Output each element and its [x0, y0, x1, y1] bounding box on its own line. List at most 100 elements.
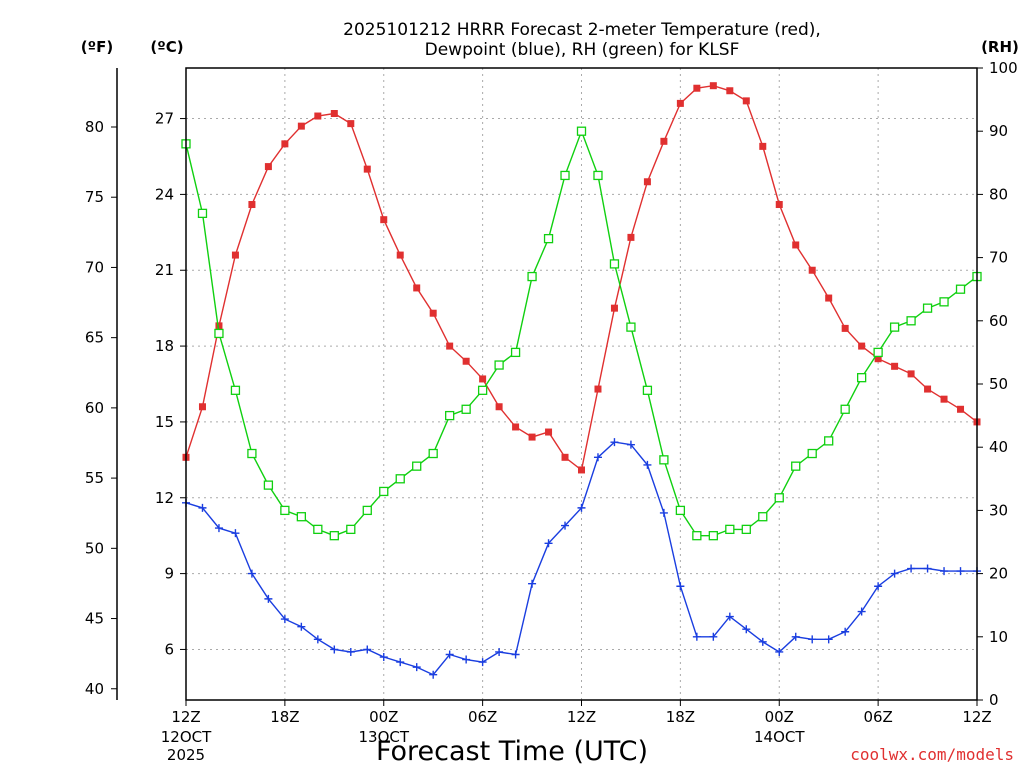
rh-point-13: [395, 474, 405, 484]
temperature-point-14: [413, 284, 421, 292]
rh-point-2: [214, 328, 224, 339]
fahrenheit-tick-label-4: 60: [85, 399, 104, 417]
dewpoint-point-13: [396, 658, 405, 667]
rh-point-11: [362, 505, 372, 516]
temperature-point-30: [676, 99, 684, 107]
dewpoint-point-29: [659, 508, 668, 517]
dewpoint-point-35: [758, 637, 767, 646]
x-tick-label-2: 00Z: [369, 708, 398, 726]
rh-point-16: [445, 410, 455, 421]
dewpoint-point-40: [841, 627, 850, 636]
rh-point-32: [708, 531, 718, 541]
temperature-point-4: [248, 201, 256, 209]
chart-title-line2: Dewpoint (blue), RH (green) for KLSF: [425, 40, 740, 60]
rh-tick-label-3: 30: [989, 501, 1008, 519]
dewpoint-point-22: [544, 539, 553, 548]
rh-tick-label-4: 40: [989, 438, 1008, 456]
rh-point-38: [807, 448, 817, 459]
dewpoint-point-19: [495, 647, 504, 656]
rh-point-43: [889, 322, 900, 332]
temperature-point-46: [940, 395, 948, 403]
x-tick-label-6: 00Z: [765, 708, 794, 726]
dewpoint-point-36: [775, 647, 784, 656]
temperature-point-44: [907, 370, 915, 378]
rh-point-12: [379, 486, 389, 497]
rh-point-31: [692, 531, 702, 541]
rh-point-14: [412, 461, 422, 471]
rh-point-29: [659, 455, 669, 465]
fahrenheit-tick-label-1: 45: [85, 610, 104, 628]
rh-point-8: [313, 524, 323, 535]
temperature-point-20: [512, 423, 520, 431]
rh-unit-label: (RH): [981, 38, 1019, 56]
celsius-tick-label-5: 21: [155, 261, 174, 279]
dewpoint-point-23: [561, 521, 570, 530]
celsius-unit-label: (ºC): [150, 38, 183, 56]
temperature-point-47: [957, 405, 965, 413]
rh-tick-label-9: 90: [989, 122, 1008, 140]
dewpoint-point-17: [462, 655, 471, 664]
temperature-point-37: [792, 241, 800, 249]
dewpoint-point-47: [956, 567, 965, 576]
dewpoint-point-21: [528, 579, 537, 588]
temperature-point-29: [660, 137, 668, 145]
dewpoint-point-38: [808, 635, 817, 644]
rh-point-34: [741, 524, 751, 535]
fahrenheit-unit-label: (ºF): [81, 38, 113, 56]
rh-point-42: [873, 347, 883, 358]
fahrenheit-tick-label-7: 75: [85, 188, 104, 206]
rh-point-28: [642, 385, 653, 395]
x-year-label-0: 2025: [167, 746, 205, 764]
dewpoint-point-41: [857, 607, 866, 616]
rh-point-17: [461, 404, 471, 414]
rh-tick-label-6: 60: [989, 312, 1008, 330]
temperature-point-16: [446, 342, 454, 350]
celsius-tick-label-6: 24: [155, 185, 174, 203]
dewpoint-point-6: [280, 615, 289, 624]
chart-title-line1: 2025101212 HRRR Forecast 2-meter Tempera…: [343, 20, 821, 40]
dewpoint-point-4: [247, 569, 256, 578]
celsius-tick-label-1: 9: [164, 565, 174, 583]
temperature-point-21: [528, 433, 536, 441]
x-tick-label-5: 18Z: [666, 708, 695, 726]
temperature-point-42: [874, 355, 882, 363]
fahrenheit-tick-label-2: 50: [85, 539, 104, 557]
rh-point-36: [774, 493, 784, 503]
temperature-point-33: [726, 87, 734, 95]
temperature-point-8: [314, 112, 322, 120]
dewpoint-point-42: [874, 582, 883, 591]
dewpoint-point-8: [313, 635, 322, 644]
dewpoint-point-43: [890, 569, 899, 578]
rh-point-9: [329, 531, 339, 541]
temperature-point-2: [215, 322, 223, 330]
rh-tick-label-8: 80: [989, 185, 1008, 203]
celsius-tick-label-4: 18: [155, 337, 174, 355]
dewpoint-point-34: [742, 625, 751, 634]
fahrenheit-tick-label-6: 70: [85, 258, 104, 276]
dewpoint-point-16: [445, 650, 454, 659]
temperature-point-24: [578, 466, 585, 474]
rh-tick-label-5: 50: [989, 375, 1008, 393]
dewpoint-point-2: [214, 524, 223, 533]
temperature-point-32: [709, 82, 717, 90]
temperature-point-34: [742, 97, 750, 105]
rh-point-37: [791, 461, 801, 471]
fahrenheit-tick-label-5: 65: [85, 329, 104, 347]
dewpoint-point-33: [725, 612, 734, 621]
dewpoint-point-1: [198, 503, 207, 512]
temperature-point-5: [264, 163, 272, 171]
temperature-point-11: [363, 165, 371, 173]
dewpoint-point-30: [676, 582, 685, 591]
rh-point-33: [725, 524, 735, 535]
celsius-tick-label-0: 6: [164, 640, 174, 658]
x-tick-label-4: 12Z: [567, 708, 596, 726]
fahrenheit-tick-label-8: 80: [85, 118, 104, 136]
dewpoint-point-28: [643, 460, 652, 469]
x-tick-label-3: 06Z: [468, 708, 497, 726]
rh-point-18: [477, 385, 488, 395]
dewpoint-point-37: [791, 632, 800, 641]
rh-point-23: [560, 170, 570, 181]
rh-point-45: [922, 303, 933, 313]
dewpoint-point-24: [577, 503, 586, 512]
